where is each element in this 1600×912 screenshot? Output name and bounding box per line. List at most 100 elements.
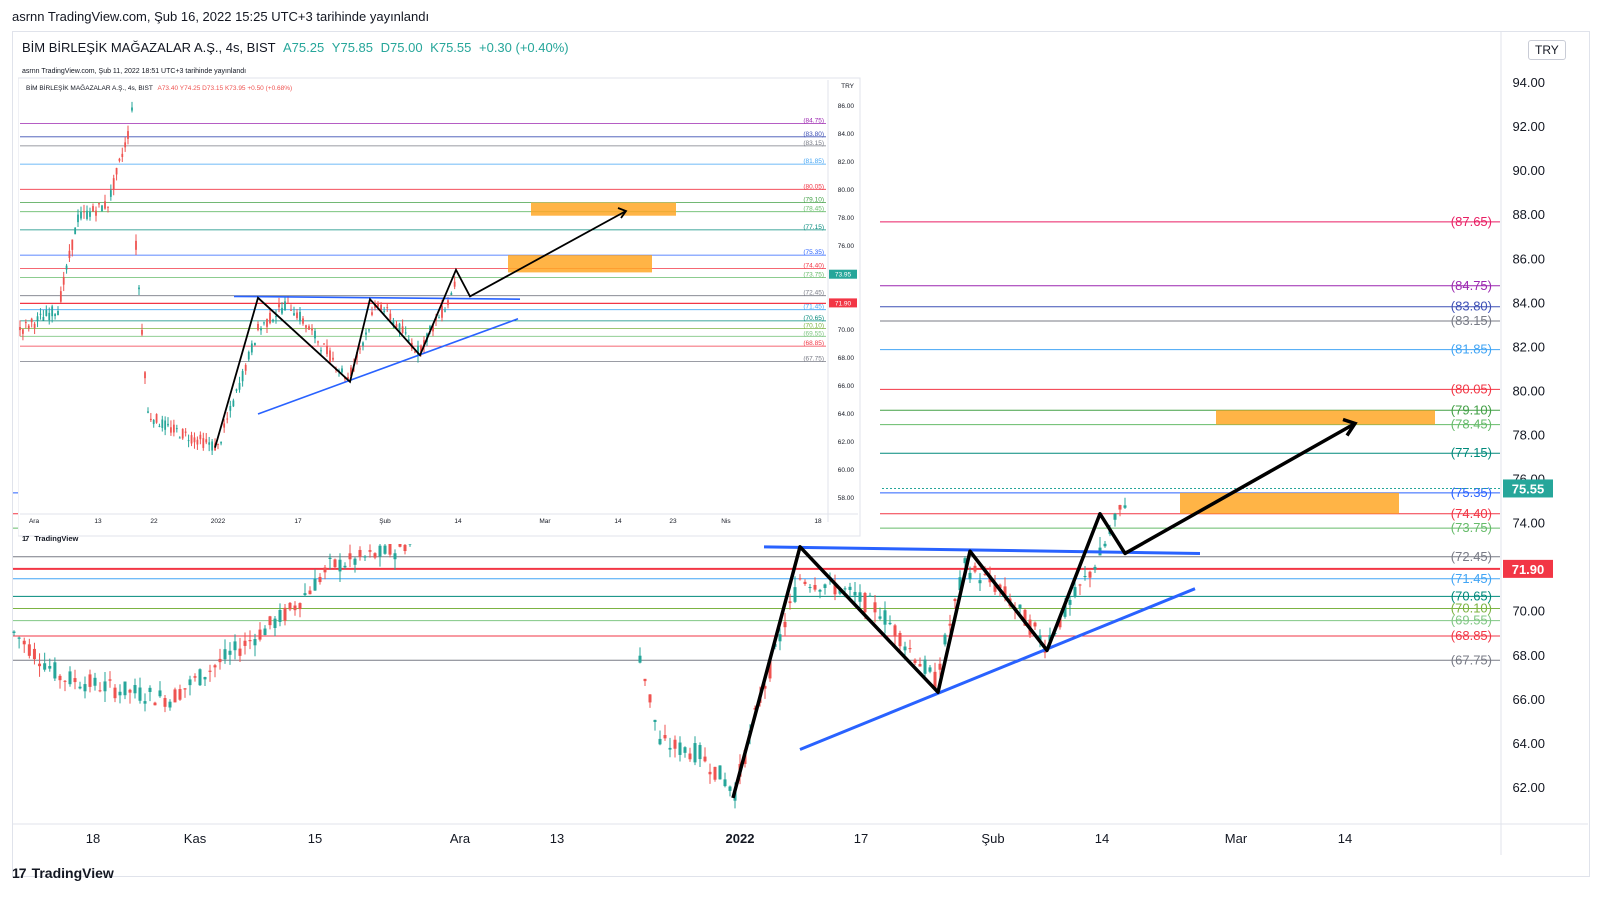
inset-last-price-badge <box>829 269 857 279</box>
inset-candle <box>190 435 193 444</box>
legend-symbol: BİM BİRLEŞİK MAĞAZALAR A.Ş., 4s, BIST <box>22 40 276 55</box>
inset-lower-trendline <box>257 318 519 415</box>
tradingview-logo[interactable]: 17 TradingView <box>12 865 114 881</box>
main-candle <box>113 687 117 699</box>
inset-level-label: (80.05) <box>803 183 824 190</box>
last-price-badge <box>1503 479 1553 498</box>
inset-y-tick-label: 78.00 <box>838 215 855 222</box>
main-candle <box>273 618 277 629</box>
inset-candle <box>42 316 45 321</box>
inset-candle <box>414 351 416 353</box>
level-label: (73.75) <box>1451 520 1492 535</box>
main-candle <box>1018 604 1022 609</box>
lower-trendline <box>799 587 1196 751</box>
level-label: (83.80) <box>1451 299 1492 314</box>
main-candle <box>658 738 662 745</box>
main-candle <box>308 590 312 595</box>
main-candle <box>1093 566 1097 570</box>
inset-frame <box>17 77 861 537</box>
inset-candle <box>54 314 56 317</box>
inset-x-tick-label: 17 <box>294 518 302 525</box>
main-candle <box>378 545 382 557</box>
legend-high: Y75.85 <box>331 40 373 55</box>
main-candle <box>1113 513 1117 520</box>
main-candle <box>933 671 937 690</box>
inset-level-label: (70.10) <box>803 323 824 330</box>
inset-candle <box>193 437 196 443</box>
inset-candle <box>86 210 88 219</box>
logo-text: TradingView <box>31 865 114 881</box>
inset-candle <box>260 328 262 331</box>
main-candle <box>38 663 42 667</box>
main-candle <box>1078 584 1082 586</box>
main-candle <box>373 553 377 558</box>
main-candle <box>813 584 817 590</box>
main-candle <box>173 689 177 703</box>
marker-price-badge-label: 71.90 <box>1512 562 1545 577</box>
main-candle <box>103 681 107 692</box>
level-label: (77.15) <box>1451 445 1492 460</box>
inset-candle <box>57 311 59 316</box>
inset-candle <box>275 315 277 318</box>
inset-candle <box>92 206 94 212</box>
inset-candle <box>107 206 109 208</box>
inset-candle <box>95 210 97 216</box>
main-candle <box>148 687 152 692</box>
inset-candle <box>326 345 328 355</box>
inset-candle <box>158 425 161 427</box>
inset-candle <box>284 301 286 311</box>
target-zone <box>1216 410 1435 425</box>
main-candle <box>1073 587 1077 598</box>
main-candle <box>958 577 962 591</box>
main-candle <box>928 667 932 672</box>
main-candle <box>293 605 297 611</box>
main-y-axis: 62.0064.0066.0068.0070.0072.0074.0076.00… <box>1500 32 1553 855</box>
legend-low: D75.00 <box>380 40 423 55</box>
main-candle <box>228 650 232 655</box>
y-tick-label: 62.00 <box>1512 780 1545 795</box>
main-candle <box>908 648 912 650</box>
inset-candle <box>254 342 256 346</box>
inset-candle <box>39 313 42 315</box>
inset-candle <box>124 142 127 148</box>
inset-candle <box>429 326 431 331</box>
inset-level-label: (73.75) <box>803 272 824 279</box>
inset-candle <box>438 317 440 319</box>
inset-upper-trendline <box>233 295 521 300</box>
inset-level-label: (75.35) <box>803 249 824 256</box>
inset-y-axis: 58.0060.0062.0064.0066.0068.0070.0072.00… <box>827 80 857 522</box>
main-candle <box>973 565 977 572</box>
main-candle <box>403 544 407 552</box>
inset-y-tick-label: 80.00 <box>838 187 855 194</box>
main-candle <box>383 545 387 554</box>
inset-candle <box>404 332 407 334</box>
main-candle <box>993 584 997 592</box>
inset-candle <box>232 400 235 407</box>
inset-candle <box>121 153 124 157</box>
inset-x-tick-label: Şub <box>379 518 391 525</box>
inset-level-label: (71.45) <box>803 304 824 311</box>
currency-button[interactable]: TRY <box>1528 40 1566 60</box>
main-candle <box>818 589 822 592</box>
inset-candle <box>377 303 379 307</box>
x-tick-label: 2022 <box>726 831 755 846</box>
y-tick-label: 70.00 <box>1512 604 1545 619</box>
main-candle <box>12 631 16 633</box>
inset-candles <box>19 101 456 455</box>
inset-logo-text: TradingView <box>34 534 79 543</box>
inset-y-tick-label: 84.00 <box>838 131 855 138</box>
inset-candle <box>272 319 274 322</box>
main-candle <box>888 622 892 625</box>
main-candle <box>398 542 402 547</box>
main-candle <box>978 580 982 584</box>
inset-candle <box>71 239 74 250</box>
inset-candle <box>83 211 85 213</box>
inset-candle <box>155 414 158 423</box>
inset-candle <box>323 343 325 345</box>
main-candle <box>693 743 697 763</box>
main-candle <box>268 616 272 626</box>
inset-candle <box>368 329 370 331</box>
inset-candle <box>135 240 137 250</box>
level-label: (70.65) <box>1451 588 1492 603</box>
inset-candle <box>202 438 205 448</box>
